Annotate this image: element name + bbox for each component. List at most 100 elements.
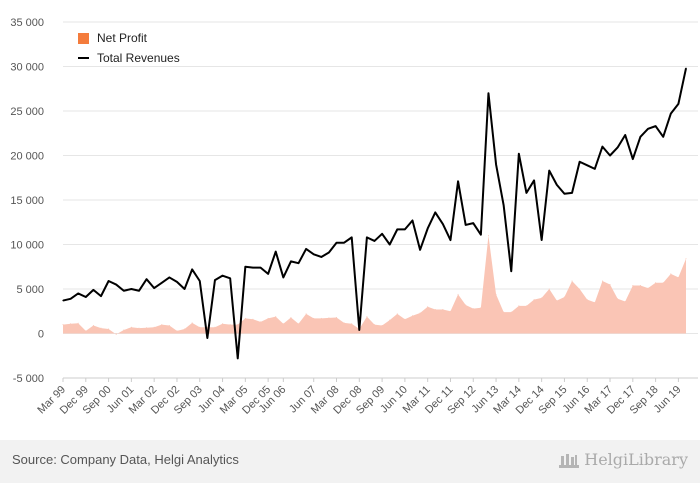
point-total-revenues — [548, 170, 550, 172]
source-note: Source: Company Data, Helgi Analytics — [12, 452, 239, 467]
point-total-revenues — [191, 268, 193, 271]
point-total-revenues — [594, 168, 596, 170]
y-tick-label: -5 000 — [13, 373, 44, 385]
point-net-profit — [457, 293, 459, 295]
library-icon — [559, 453, 580, 468]
point-total-revenues — [244, 266, 246, 268]
y-tick-label: 0 — [38, 329, 44, 341]
point-net-profit — [77, 322, 79, 324]
point-net-profit — [434, 308, 436, 310]
point-total-revenues — [677, 103, 680, 105]
point-net-profit — [275, 316, 277, 318]
point-net-profit — [586, 299, 588, 301]
y-tick-label: 25 000 — [10, 106, 44, 118]
point-total-revenues — [123, 290, 125, 292]
legend-item-total-revenues[interactable]: Total Revenues — [78, 48, 180, 68]
point-net-profit — [184, 328, 186, 330]
point-net-profit — [374, 324, 375, 326]
point-net-profit — [662, 282, 664, 284]
point-net-profit — [115, 333, 117, 335]
point-total-revenues — [556, 184, 558, 186]
point-total-revenues — [229, 277, 231, 279]
point-net-profit — [632, 284, 634, 286]
net-profit-swatch — [78, 32, 89, 44]
brand-logo[interactable]: HelgiLibrary — [558, 450, 688, 469]
point-net-profit — [214, 326, 216, 328]
point-net-profit — [685, 258, 687, 260]
point-total-revenues — [214, 279, 216, 281]
point-total-revenues — [389, 243, 391, 246]
y-tick-label: 10 000 — [10, 240, 44, 252]
point-net-profit — [130, 326, 132, 328]
point-total-revenues — [472, 222, 474, 224]
point-net-profit — [260, 321, 262, 323]
y-tick-label: 35 000 — [10, 17, 44, 29]
point-total-revenues — [328, 251, 330, 254]
point-net-profit — [609, 284, 611, 286]
point-total-revenues — [267, 273, 269, 275]
point-net-profit — [298, 323, 300, 325]
point-net-profit — [518, 305, 520, 307]
point-total-revenues — [381, 233, 383, 235]
point-total-revenues — [100, 295, 102, 297]
y-tick-label: 20 000 — [10, 151, 44, 163]
point-total-revenues — [571, 192, 573, 194]
point-net-profit — [655, 282, 657, 284]
point-total-revenues — [541, 239, 543, 241]
point-total-revenues — [237, 357, 239, 360]
point-net-profit — [70, 323, 72, 325]
point-net-profit — [617, 298, 619, 300]
point-net-profit — [123, 329, 125, 331]
y-tick-label: 5 000 — [16, 284, 44, 296]
point-total-revenues — [206, 337, 208, 339]
point-total-revenues — [252, 267, 254, 269]
point-total-revenues — [313, 253, 315, 255]
point-net-profit — [229, 324, 231, 326]
legend-label-net-profit: Net Profit — [97, 31, 148, 45]
point-net-profit — [62, 324, 64, 326]
point-total-revenues — [533, 179, 535, 182]
brand-name: HelgiLibrary — [584, 450, 688, 469]
point-net-profit — [176, 330, 178, 332]
point-net-profit — [404, 318, 406, 320]
point-net-profit — [594, 301, 596, 303]
point-total-revenues — [586, 164, 588, 166]
point-total-revenues — [503, 204, 505, 206]
point-net-profit — [647, 287, 649, 289]
point-total-revenues — [655, 125, 657, 127]
point-total-revenues — [320, 256, 322, 258]
point-net-profit — [677, 276, 679, 278]
point-net-profit — [267, 317, 269, 319]
point-net-profit — [525, 305, 527, 307]
point-total-revenues — [411, 219, 414, 222]
point-net-profit — [146, 327, 148, 329]
point-total-revenues — [297, 262, 300, 264]
point-total-revenues — [442, 223, 444, 225]
point-net-profit — [100, 327, 102, 329]
point-total-revenues — [366, 236, 368, 238]
point-net-profit — [366, 316, 368, 318]
point-total-revenues — [176, 281, 178, 283]
point-net-profit — [336, 316, 338, 318]
point-net-profit — [161, 324, 163, 326]
point-net-profit — [541, 297, 543, 299]
point-total-revenues — [92, 289, 94, 291]
point-total-revenues — [670, 113, 672, 115]
point-net-profit — [465, 304, 467, 306]
point-total-revenues — [259, 267, 262, 269]
point-net-profit — [305, 313, 307, 315]
point-total-revenues — [419, 249, 421, 251]
point-net-profit — [411, 315, 413, 317]
point-net-profit — [290, 316, 292, 318]
point-total-revenues — [107, 280, 110, 282]
point-total-revenues — [168, 276, 170, 279]
point-net-profit — [639, 284, 641, 286]
point-total-revenues — [183, 288, 186, 290]
point-total-revenues — [480, 234, 482, 236]
legend-item-net-profit[interactable]: Net Profit — [78, 28, 180, 48]
point-total-revenues — [130, 288, 132, 290]
y-tick-label: 30 000 — [10, 62, 44, 74]
point-net-profit — [328, 317, 330, 319]
point-net-profit — [108, 328, 110, 330]
point-total-revenues — [434, 211, 436, 214]
